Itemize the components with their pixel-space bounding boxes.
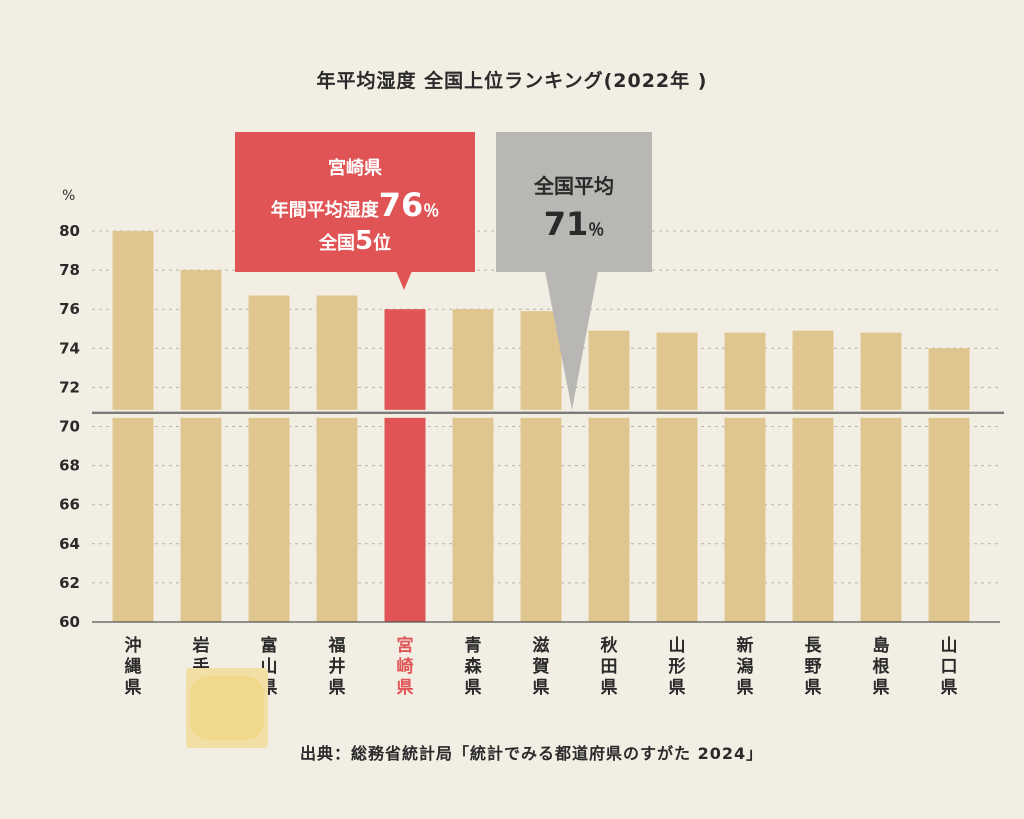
y-tick-label: 78: [59, 261, 80, 279]
x-tick-label: 県: [465, 678, 482, 698]
y-tick-label: 72: [59, 378, 80, 396]
y-tick-label: 62: [59, 574, 80, 592]
y-tick-label: 66: [59, 496, 80, 514]
x-tick-label: 県: [329, 678, 346, 698]
x-tick-label: 野: [805, 657, 822, 677]
x-tick-label: 形: [669, 656, 686, 677]
y-tick-label: 74: [59, 339, 80, 357]
y-tick-label: 80: [59, 222, 80, 240]
national-average-label: 全国平均: [534, 174, 614, 198]
miyazaki-callout-pointer: [396, 271, 412, 290]
callout-humidity-label: 年間平均湿度: [270, 200, 379, 221]
y-tick-label: 64: [59, 535, 80, 553]
chart-title: 年平均湿度 全国上位ランキング(2022年 ): [316, 70, 708, 92]
x-tick-label: 県: [601, 678, 618, 698]
x-tick-label: 福: [328, 635, 346, 656]
callout-rank-value: 5: [354, 226, 374, 256]
x-tick-label: 岩: [192, 635, 210, 656]
y-tick-label: 60: [59, 613, 80, 631]
y-tick-label: 70: [59, 418, 80, 436]
x-tick-label: 島: [873, 635, 890, 656]
bar: [860, 332, 902, 622]
bar: [452, 309, 494, 622]
callout-humidity-value: 76: [378, 186, 424, 224]
x-tick-label: 山: [941, 636, 958, 656]
bar: [656, 332, 698, 622]
national-average-value: 71: [543, 205, 589, 243]
x-tick-label: 県: [669, 678, 686, 698]
x-tick-label: 県: [805, 678, 822, 698]
national-callout-pointer: [545, 271, 598, 410]
x-tick-label: 賀: [532, 657, 550, 677]
x-tick-label: 縄: [125, 656, 142, 677]
bar: [316, 295, 358, 622]
y-tick-label: 76: [59, 300, 80, 318]
highlight-marker-inner: [190, 676, 264, 740]
bar: [248, 295, 290, 622]
x-tick-label: 宮: [397, 635, 414, 656]
y-tick-label: 68: [59, 457, 80, 475]
x-tick-label: 富: [261, 635, 278, 656]
bar: [520, 311, 562, 622]
callout-rank-prefix: 全国: [318, 233, 355, 254]
x-tick-label: 新: [737, 635, 754, 656]
bar: [792, 330, 834, 622]
x-tick-label: 県: [533, 678, 550, 698]
source-note: 出典：総務省統計局「統計でみる都道府県のすがた 2024」: [300, 744, 764, 763]
bar: [588, 330, 630, 622]
x-tick-label: 山: [669, 636, 686, 656]
x-tick-label: 井: [329, 656, 346, 677]
x-tick-label: 県: [125, 678, 142, 698]
x-tick-label: 県: [941, 678, 958, 698]
x-tick-label: 県: [737, 678, 754, 698]
x-tick-label: 口: [941, 657, 958, 677]
x-tick-label: 田: [601, 657, 618, 677]
national-average-callout: 全国平均 71％: [496, 132, 652, 272]
x-tick-label: 潟: [737, 656, 754, 677]
national-average-unit: ％: [588, 220, 605, 239]
x-tick-label: 長: [805, 636, 823, 656]
x-tick-label: 青: [465, 635, 482, 656]
callout-pref-name: 宮崎県: [328, 158, 382, 179]
callout-humidity-unit: ％: [423, 201, 440, 220]
miyazaki-callout: 宮崎県 年間平均湿度76％ 全国5位: [235, 132, 475, 272]
y-axis-unit: %: [62, 188, 76, 204]
x-tick-label: 崎: [397, 656, 414, 677]
callout-rank-suffix: 位: [373, 233, 392, 254]
x-tick-label: 沖: [125, 635, 142, 656]
bar: [928, 348, 970, 622]
x-tick-label: 秋: [601, 635, 619, 656]
x-tick-label: 県: [397, 678, 414, 698]
bar: [384, 309, 426, 622]
bar: [112, 231, 154, 622]
bar: [724, 332, 766, 622]
x-tick-label: 県: [873, 678, 890, 698]
bar: [180, 270, 222, 622]
x-tick-label: 滋: [533, 635, 550, 656]
x-tick-label: 根: [873, 656, 890, 677]
x-tick-label: 森: [465, 656, 483, 677]
